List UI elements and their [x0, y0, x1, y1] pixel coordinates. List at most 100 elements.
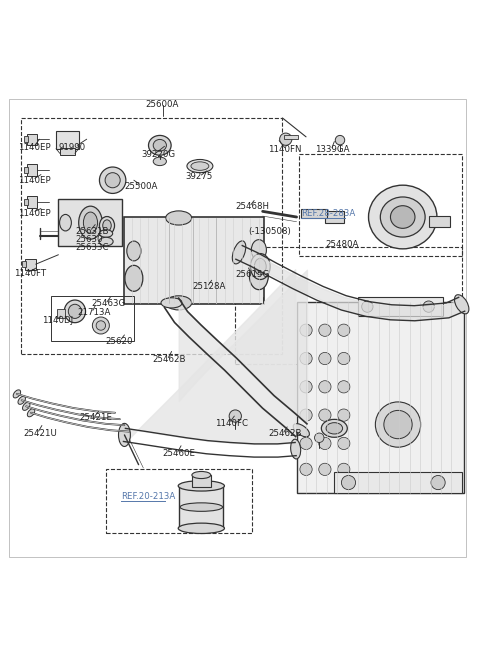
Ellipse shape — [153, 139, 167, 151]
Ellipse shape — [84, 212, 97, 233]
Bar — [24, 167, 28, 173]
Circle shape — [300, 324, 312, 337]
Text: 25468H: 25468H — [235, 202, 269, 211]
Ellipse shape — [127, 241, 141, 261]
Circle shape — [300, 352, 312, 365]
Text: 25463G: 25463G — [91, 299, 126, 309]
Bar — [27, 164, 37, 176]
Ellipse shape — [125, 266, 143, 291]
Bar — [25, 258, 36, 270]
Bar — [60, 148, 75, 155]
Circle shape — [300, 381, 312, 393]
Circle shape — [337, 437, 350, 450]
Ellipse shape — [191, 162, 209, 171]
Circle shape — [341, 475, 356, 490]
Text: 25631B: 25631B — [75, 227, 108, 236]
Text: 25128A: 25128A — [193, 283, 226, 292]
Circle shape — [96, 321, 106, 330]
Circle shape — [337, 324, 350, 337]
Text: 25462B: 25462B — [268, 430, 302, 439]
Ellipse shape — [252, 240, 266, 260]
Text: 25633C: 25633C — [75, 243, 108, 252]
Text: 25462B: 25462B — [153, 355, 186, 364]
Bar — [27, 196, 37, 208]
Bar — [325, 212, 344, 223]
Text: 1339GA: 1339GA — [315, 145, 350, 154]
Circle shape — [319, 352, 331, 365]
Bar — [179, 486, 224, 529]
Ellipse shape — [178, 523, 225, 534]
Circle shape — [319, 437, 331, 450]
Circle shape — [423, 301, 434, 312]
Ellipse shape — [99, 238, 113, 246]
Circle shape — [384, 410, 412, 439]
Text: 21713A: 21713A — [77, 308, 111, 317]
Bar — [192, 475, 211, 487]
Text: 1140DJ: 1140DJ — [42, 316, 73, 326]
Text: REF.28-283A: REF.28-283A — [301, 209, 356, 217]
Text: 25620: 25620 — [106, 337, 133, 346]
Circle shape — [319, 464, 331, 475]
Circle shape — [314, 433, 324, 443]
Ellipse shape — [251, 254, 270, 279]
Bar — [22, 261, 26, 267]
Ellipse shape — [99, 230, 113, 238]
Ellipse shape — [180, 503, 223, 511]
Circle shape — [335, 135, 345, 145]
Text: 25480A: 25480A — [325, 240, 358, 249]
Circle shape — [431, 475, 445, 490]
Text: 1140FN: 1140FN — [268, 145, 302, 154]
Text: (-130508): (-130508) — [249, 227, 291, 236]
Text: 25630: 25630 — [75, 234, 102, 243]
Ellipse shape — [23, 402, 30, 410]
Ellipse shape — [293, 424, 310, 437]
Bar — [358, 298, 443, 316]
Ellipse shape — [27, 409, 35, 417]
Ellipse shape — [161, 298, 182, 308]
Bar — [59, 199, 122, 246]
Bar — [301, 208, 327, 218]
Bar — [124, 217, 264, 304]
Text: 1140EP: 1140EP — [18, 143, 51, 152]
Circle shape — [92, 317, 109, 334]
Bar — [297, 302, 464, 493]
Circle shape — [319, 324, 331, 337]
Bar — [24, 199, 28, 205]
Text: 39220G: 39220G — [141, 150, 175, 159]
Text: REF.20-213A: REF.20-213A — [121, 492, 175, 501]
Ellipse shape — [187, 159, 213, 173]
Circle shape — [300, 437, 312, 450]
Text: 25615G: 25615G — [235, 270, 270, 279]
Circle shape — [337, 381, 350, 393]
Ellipse shape — [232, 241, 246, 264]
Bar — [56, 131, 79, 148]
Ellipse shape — [99, 217, 115, 234]
Text: 25421U: 25421U — [23, 428, 57, 437]
Ellipse shape — [68, 304, 82, 318]
Circle shape — [362, 301, 373, 312]
Ellipse shape — [60, 214, 72, 231]
Bar — [57, 309, 65, 318]
Ellipse shape — [178, 480, 225, 491]
Bar — [27, 133, 37, 145]
Circle shape — [105, 173, 120, 187]
Text: 1140EP: 1140EP — [18, 176, 51, 185]
Circle shape — [99, 167, 126, 193]
Text: 39275: 39275 — [186, 173, 213, 182]
Circle shape — [337, 352, 350, 365]
Ellipse shape — [13, 390, 21, 398]
Circle shape — [280, 133, 292, 145]
Ellipse shape — [390, 206, 415, 229]
Ellipse shape — [166, 296, 192, 310]
Bar — [284, 135, 298, 139]
Circle shape — [337, 409, 350, 421]
Text: 1140EP: 1140EP — [18, 209, 51, 217]
Ellipse shape — [148, 135, 171, 155]
Ellipse shape — [455, 295, 469, 314]
Ellipse shape — [79, 206, 102, 239]
Ellipse shape — [153, 157, 167, 165]
Bar — [429, 216, 450, 227]
Text: 25460E: 25460E — [162, 449, 195, 458]
Ellipse shape — [18, 396, 25, 404]
Ellipse shape — [326, 422, 343, 434]
